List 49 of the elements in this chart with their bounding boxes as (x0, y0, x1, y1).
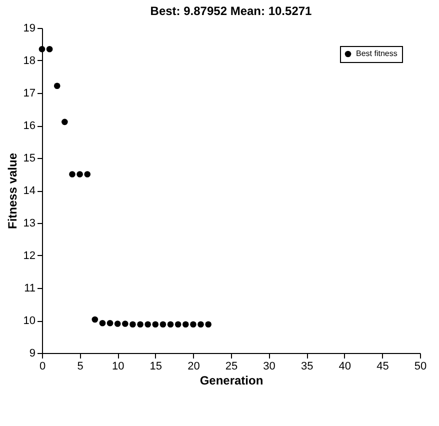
point (205, 321, 212, 328)
x-tick-label: 45 (376, 360, 389, 372)
y-tick-label: 10 (23, 315, 36, 327)
x-tick-label: 50 (414, 360, 427, 372)
point (62, 118, 68, 126)
y-tick-label: 17 (23, 88, 36, 100)
x-tick-label: 35 (300, 360, 314, 372)
x-tick-label: 15 (150, 360, 162, 372)
point (198, 321, 204, 328)
x-tick-label: 20 (188, 360, 200, 372)
x-axis-title: Generation (200, 374, 264, 388)
y-axis-title: Fitness value (5, 152, 20, 230)
y-tick-label: 15 (23, 152, 36, 164)
y-tick-label: 19 (23, 22, 36, 34)
y-tick-label: 16 (23, 120, 36, 132)
point (106, 320, 114, 326)
x-tick-label: 0 (39, 360, 46, 372)
x-tick-label: 40 (338, 360, 352, 372)
y-tick-label: 11 (24, 282, 36, 294)
x-tick-label: 10 (112, 360, 124, 372)
point (84, 171, 91, 178)
point (137, 321, 144, 328)
point (76, 171, 83, 178)
x-tick-label: 5 (77, 360, 84, 372)
y-tick-label: 18 (23, 55, 36, 67)
point (144, 321, 151, 328)
y-tick-label: 13 (23, 218, 36, 230)
point (69, 171, 76, 178)
x-tick-label: 25 (225, 360, 238, 372)
point (46, 46, 53, 52)
point (190, 321, 196, 328)
y-tick-label: 9 (29, 348, 36, 360)
point (38, 46, 46, 52)
point (160, 321, 166, 328)
point (167, 321, 174, 328)
point (130, 321, 136, 328)
point (114, 320, 121, 327)
point (152, 321, 159, 328)
x-tick-label: 30 (263, 360, 276, 372)
point (182, 321, 189, 328)
y-tick-label: 12 (23, 250, 36, 262)
point (122, 320, 128, 327)
legend-label: Best fitness (356, 49, 398, 58)
point (92, 316, 98, 323)
chart-title: Best: 9.87952 Mean: 10.5271 (150, 4, 312, 18)
point (174, 321, 182, 328)
y-tick-label: 14 (23, 185, 36, 197)
point (54, 82, 60, 90)
point (99, 320, 106, 326)
